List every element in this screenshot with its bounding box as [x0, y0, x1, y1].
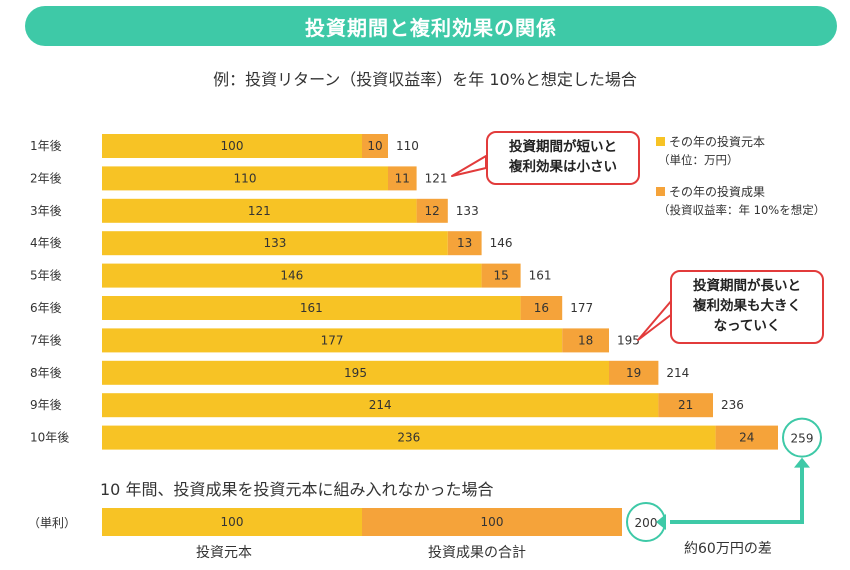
bar-principal: [102, 425, 716, 450]
data-label-return: 13: [457, 236, 472, 250]
data-label-return: 11: [395, 171, 410, 185]
data-label-total: 146: [490, 236, 513, 250]
page-title: 投資期間と複利効果の関係: [305, 15, 557, 40]
bar-return: [481, 263, 521, 288]
bar-principal: [102, 166, 388, 191]
callout-short-term: 投資期間が短いと 複利効果は小さい: [486, 131, 640, 185]
bar-return: [447, 231, 482, 256]
bar-principal: [102, 296, 521, 320]
row-label: 9年後: [30, 398, 62, 412]
difference-arrow-line: [670, 463, 804, 524]
bar-return: [520, 296, 563, 320]
data-label-principal: 100: [221, 139, 244, 153]
returns-caption: 投資成果の合計: [428, 545, 526, 561]
row-label: 2年後: [30, 171, 62, 185]
principal-caption: 投資元本: [196, 545, 252, 561]
row-label: 3年後: [30, 204, 62, 218]
data-label-total: 236: [721, 398, 744, 412]
bar-return: [658, 393, 713, 418]
row-label: 10年後: [30, 431, 69, 445]
data-label-simple-returns: 100: [481, 515, 504, 529]
bar-principal: [102, 231, 448, 256]
data-label-total: 121: [425, 171, 448, 185]
bar-principal: [102, 263, 482, 288]
total-circle: [782, 417, 822, 458]
data-label-return: 10: [367, 139, 382, 153]
bar-return: [362, 134, 388, 158]
data-label-principal: 195: [344, 366, 367, 380]
legend-swatch-return: [656, 187, 665, 196]
row-label: 6年後: [30, 301, 62, 315]
simple-interest-caption: 10 年間、投資成果を投資元本に組み入れなかった場合: [100, 480, 494, 499]
data-label-principal: 133: [263, 236, 286, 250]
simple-interest-row-label: （単利）: [28, 516, 77, 530]
bar-principal: [102, 393, 659, 418]
row-label: 4年後: [30, 236, 62, 250]
data-label-return: 21: [678, 398, 693, 412]
callout-long-pointer: [637, 299, 673, 341]
data-label-return: 15: [493, 269, 508, 283]
data-label-principal: 146: [280, 269, 303, 283]
bar-principal: [102, 328, 563, 353]
data-label-total: 195: [617, 333, 640, 347]
bar-return: [562, 328, 609, 353]
data-label-principal: 110: [234, 171, 257, 185]
bar-principal: [102, 198, 417, 223]
data-label-total: 133: [456, 204, 479, 218]
data-label-return: 19: [626, 366, 641, 380]
data-label-total: 214: [666, 366, 689, 380]
data-label-principal: 236: [397, 431, 420, 445]
data-label-return: 24: [739, 431, 754, 445]
bar-return: [416, 198, 448, 223]
bar-return: [388, 166, 417, 191]
data-label-simple-total: 200: [635, 516, 658, 530]
legend-item-principal: その年の投資元本 （単位：万円）: [656, 135, 766, 167]
data-label-principal: 177: [321, 333, 344, 347]
legend-note-return: （投資収益率：年 10%を想定）: [658, 203, 826, 217]
data-label-principal: 161: [300, 301, 323, 315]
legend-swatch-principal: [656, 137, 665, 146]
data-label-simple-principal: 100: [221, 515, 244, 529]
data-label-total: 259: [791, 432, 814, 446]
difference-arrow-head-left: [656, 514, 666, 530]
row-label: 8年後: [30, 366, 62, 380]
legend: その年の投資元本 （単位：万円） その年の投資成果 （投資収益率：年 10%を想…: [656, 133, 825, 223]
difference-arrow-head-up: [794, 457, 810, 468]
data-label-total: 110: [396, 139, 419, 153]
title-banner: 投資期間と複利効果の関係: [25, 6, 837, 46]
callout-short-pointer: [451, 155, 487, 177]
legend-item-return: その年の投資成果 （投資収益率：年 10%を想定）: [656, 185, 826, 217]
legend-note-principal: （単位：万円）: [658, 153, 739, 167]
difference-label: 約60万円の差: [684, 541, 772, 557]
bar-return: [609, 360, 659, 385]
bar-principal: [102, 134, 362, 158]
bar-principal: [102, 360, 609, 385]
chart-subtitle: 例：投資リターン（投資収益率）を年 10%と想定した場合: [213, 70, 637, 89]
callout-long-term: 投資期間が長いと 複利効果も大きく なっていく: [670, 270, 824, 344]
bar-simple-principal: [102, 508, 362, 536]
data-label-return: 16: [534, 301, 549, 315]
data-label-total: 177: [570, 301, 593, 315]
bar-simple-returns: [362, 508, 622, 536]
data-label-principal: 121: [248, 204, 271, 218]
row-label: 1年後: [30, 139, 62, 153]
row-label: 5年後: [30, 269, 62, 283]
data-label-return: 18: [578, 333, 593, 347]
bar-return: [715, 425, 778, 450]
data-label-return: 12: [425, 204, 440, 218]
data-label-principal: 214: [369, 398, 392, 412]
data-label-total: 161: [529, 269, 552, 283]
row-label: 7年後: [30, 333, 62, 347]
